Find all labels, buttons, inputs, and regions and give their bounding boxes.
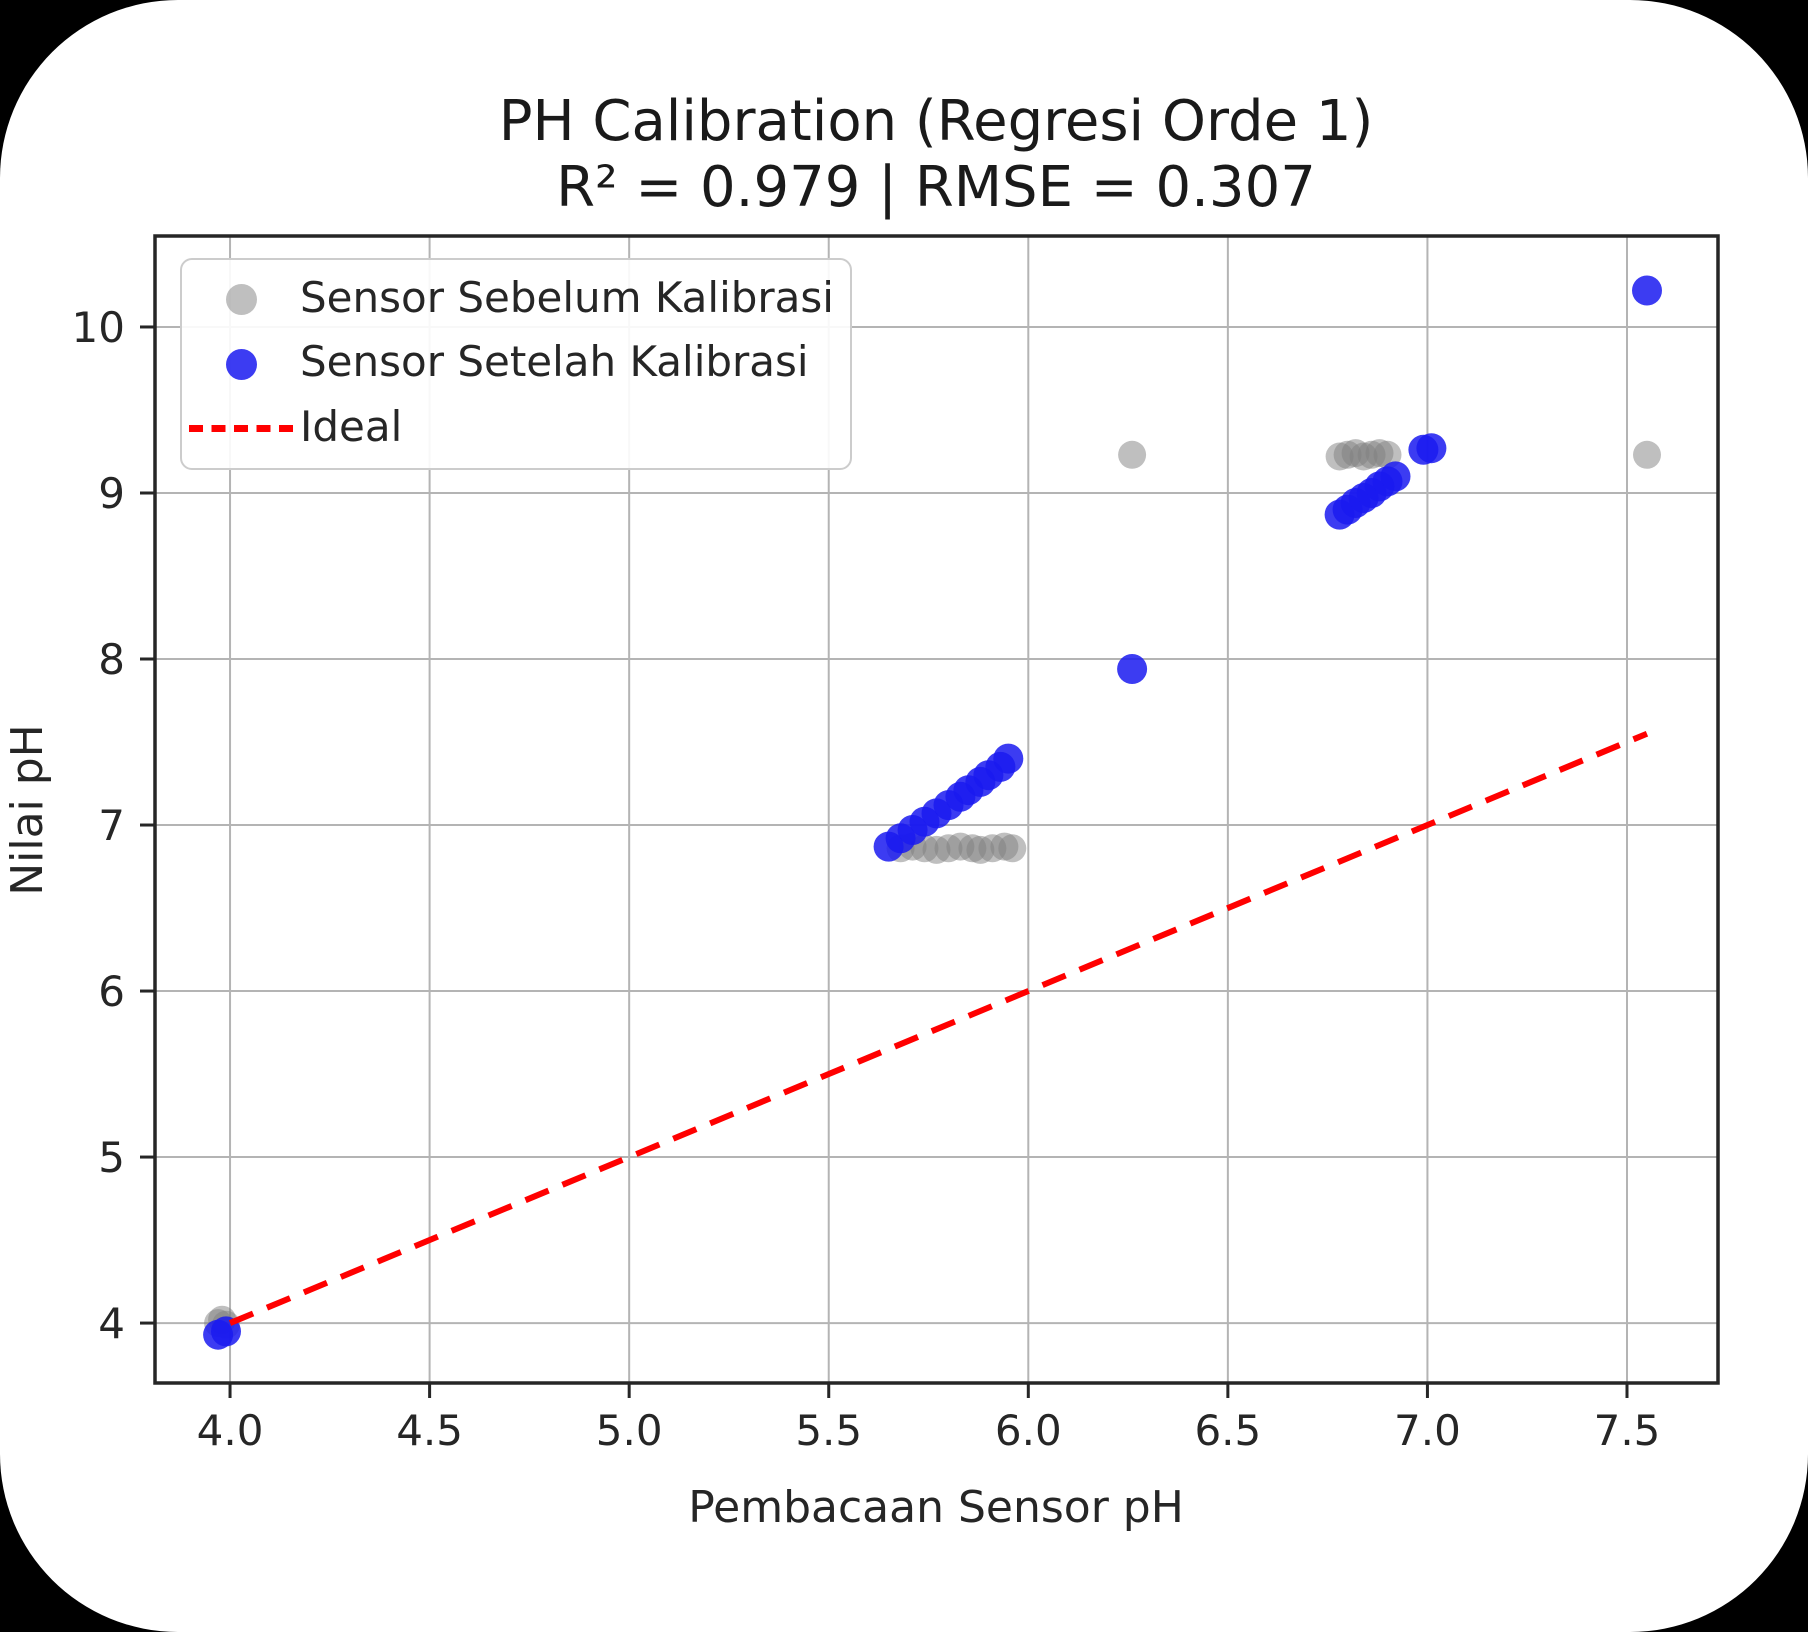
- legend-label: Sensor Setelah Kalibrasi: [300, 337, 809, 386]
- x-tick-label: 7.5: [1594, 1406, 1661, 1455]
- y-tick-label: 4: [98, 1299, 125, 1348]
- legend-label: Ideal: [300, 401, 403, 451]
- y-axis-label: Nilai pH: [2, 724, 53, 896]
- blue-dot-icon: [225, 348, 257, 380]
- legend-label: Sensor Sebelum Kalibrasi: [300, 272, 834, 322]
- legend-item-ideal: Ideal: [182, 398, 850, 460]
- y-tick-label: 5: [98, 1133, 125, 1182]
- series-before-points: [204, 439, 1661, 1339]
- legend-item-before: Sensor Sebelum Kalibrasi: [182, 269, 850, 331]
- data-point-after: [1416, 433, 1447, 464]
- ideal-dashed-line: [228, 730, 1649, 1326]
- ideal-line: [228, 730, 1649, 1326]
- y-tick-label: 9: [98, 469, 125, 518]
- x-tick-label: 5.0: [596, 1406, 663, 1455]
- x-tick-label: 6.5: [1194, 1406, 1261, 1455]
- data-point-before: [1118, 440, 1147, 469]
- data-point-after: [993, 743, 1024, 774]
- legend-marker-cell: [182, 348, 300, 380]
- x-tick-label: 4.0: [197, 1406, 264, 1455]
- data-point-after: [1632, 275, 1662, 306]
- series-after-points: [203, 275, 1662, 1350]
- x-tick-label: 6.0: [995, 1406, 1062, 1455]
- y-tick-label: 7: [98, 801, 125, 850]
- legend-item-after: Sensor Setelah Kalibrasi: [182, 333, 850, 395]
- y-tick-label: 10: [72, 303, 125, 352]
- y-tick-label: 6: [98, 967, 125, 1016]
- y-tick-label: 8: [98, 635, 125, 684]
- data-point-before: [998, 834, 1027, 863]
- legend: Sensor Sebelum Kalibrasi Sensor Setelah …: [180, 258, 852, 470]
- data-point-before: [1633, 440, 1661, 469]
- plot-border: [153, 234, 1720, 1385]
- x-tick-label: 4.5: [396, 1406, 463, 1455]
- red-dashed-line-icon: [189, 425, 293, 432]
- tick-marks-and-labels: 4.0 4.5 5.0 5.5 6.0 6.5 7.0 7.5 4 5 6 7 8 9 10: [72, 303, 1661, 1455]
- gray-dot-icon: [225, 284, 257, 315]
- chart-subtitle: R² = 0.979 | RMSE = 0.307: [556, 155, 1316, 220]
- legend-marker-cell: [182, 425, 300, 432]
- data-point-after: [1117, 654, 1148, 684]
- axes-frame: [153, 234, 1720, 1385]
- legend-marker-cell: [182, 284, 300, 315]
- x-tick-label: 5.5: [795, 1406, 862, 1455]
- chart-title: PH Calibration (Regresi Orde 1): [499, 89, 1374, 154]
- x-tick-label: 7.0: [1394, 1406, 1461, 1455]
- data-point-after: [1380, 461, 1411, 492]
- x-axis-label: Pembacaan Sensor pH: [688, 1482, 1184, 1533]
- gridlines: [155, 236, 1718, 1383]
